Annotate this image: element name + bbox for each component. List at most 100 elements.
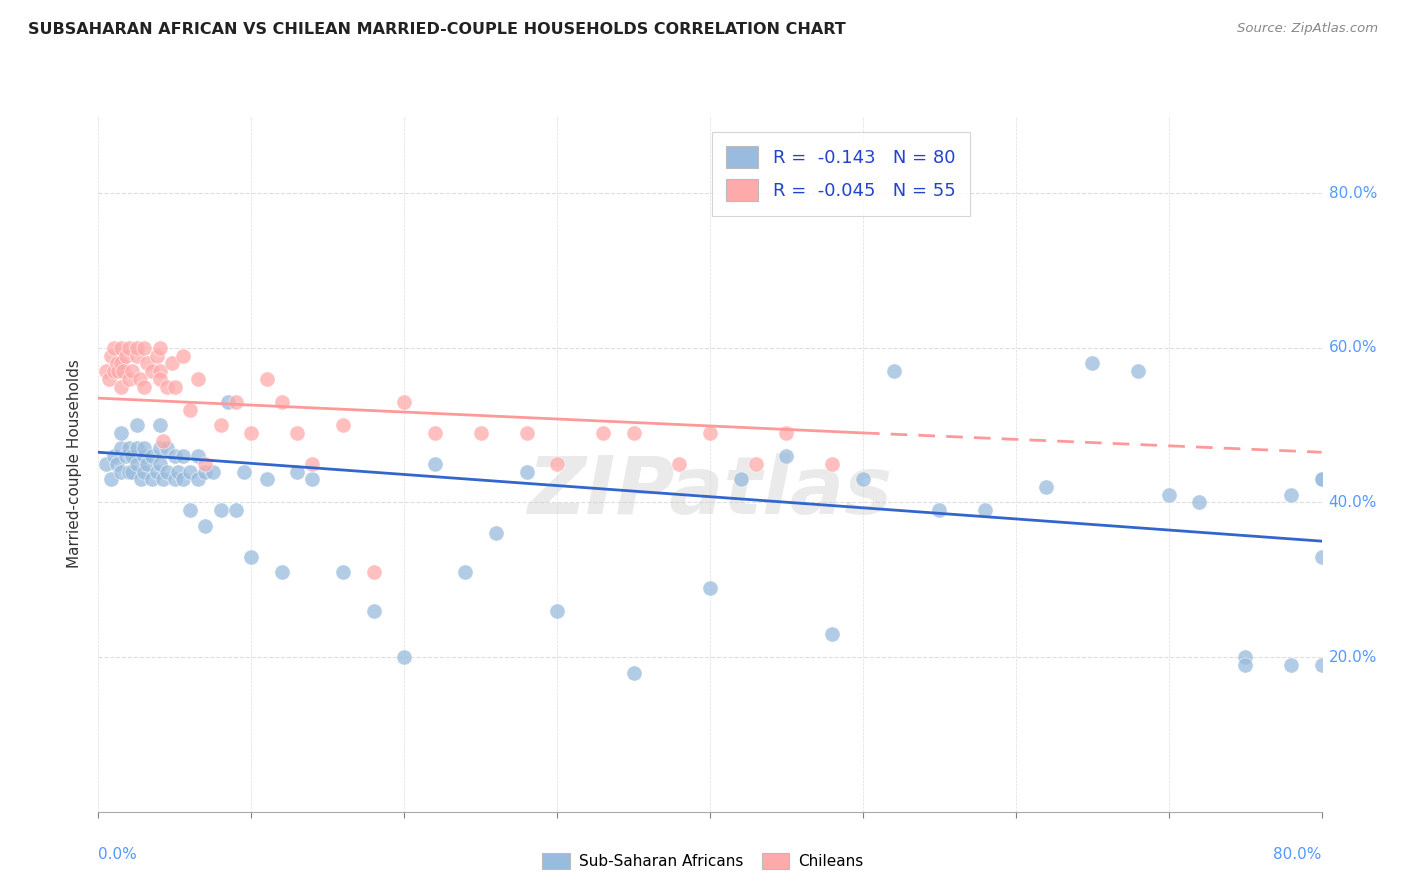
Point bbox=[187, 472, 209, 486]
Y-axis label: Married-couple Households: Married-couple Households bbox=[67, 359, 83, 568]
Point bbox=[699, 425, 721, 440]
Point bbox=[172, 449, 194, 463]
Point bbox=[1081, 356, 1104, 370]
Point bbox=[546, 604, 568, 618]
Point bbox=[115, 349, 138, 363]
Point bbox=[1310, 549, 1333, 564]
Point bbox=[94, 364, 117, 378]
Point bbox=[121, 364, 143, 378]
Point bbox=[225, 395, 247, 409]
Point bbox=[110, 379, 132, 393]
Point bbox=[699, 581, 721, 595]
Point bbox=[111, 364, 134, 378]
Text: SUBSAHARAN AFRICAN VS CHILEAN MARRIED-COUPLE HOUSEHOLDS CORRELATION CHART: SUBSAHARAN AFRICAN VS CHILEAN MARRIED-CO… bbox=[28, 22, 846, 37]
Point bbox=[129, 472, 152, 486]
Text: 80.0%: 80.0% bbox=[1274, 847, 1322, 863]
Point bbox=[928, 503, 950, 517]
Point bbox=[152, 472, 174, 486]
Point bbox=[852, 472, 875, 486]
Text: 40.0%: 40.0% bbox=[1329, 495, 1376, 510]
Point bbox=[217, 395, 239, 409]
Point bbox=[240, 425, 263, 440]
Point bbox=[1234, 657, 1257, 672]
Point bbox=[202, 465, 225, 479]
Legend: Sub-Saharan Africans, Chileans: Sub-Saharan Africans, Chileans bbox=[536, 847, 870, 875]
Point bbox=[110, 425, 132, 440]
Point bbox=[1188, 495, 1211, 509]
Legend: R =  -0.143   N = 80, R =  -0.045   N = 55: R = -0.143 N = 80, R = -0.045 N = 55 bbox=[711, 132, 970, 216]
Point bbox=[149, 372, 172, 386]
Point bbox=[134, 379, 156, 393]
Point bbox=[145, 349, 167, 363]
Point bbox=[392, 650, 416, 665]
Point bbox=[883, 364, 905, 378]
Point bbox=[209, 503, 232, 517]
Point bbox=[209, 418, 232, 433]
Point bbox=[392, 395, 416, 409]
Point bbox=[118, 465, 141, 479]
Point bbox=[516, 425, 538, 440]
Point bbox=[821, 457, 844, 471]
Point bbox=[301, 472, 323, 486]
Point bbox=[270, 565, 292, 579]
Point bbox=[332, 418, 354, 433]
Point bbox=[125, 349, 148, 363]
Point bbox=[470, 425, 492, 440]
Point bbox=[167, 465, 190, 479]
Point bbox=[141, 364, 163, 378]
Point bbox=[194, 518, 217, 533]
Point bbox=[179, 402, 201, 417]
Point bbox=[1279, 657, 1302, 672]
Point bbox=[121, 465, 143, 479]
Point bbox=[485, 526, 508, 541]
Point bbox=[156, 442, 179, 456]
Point bbox=[163, 449, 186, 463]
Point bbox=[775, 449, 797, 463]
Point bbox=[1234, 650, 1257, 665]
Point bbox=[149, 442, 172, 456]
Point bbox=[156, 379, 179, 393]
Point bbox=[145, 465, 167, 479]
Point bbox=[187, 449, 209, 463]
Point bbox=[149, 341, 172, 355]
Point bbox=[1310, 472, 1333, 486]
Point bbox=[100, 349, 122, 363]
Point bbox=[125, 341, 148, 355]
Point bbox=[103, 364, 125, 378]
Point bbox=[94, 457, 117, 471]
Point bbox=[194, 465, 217, 479]
Point bbox=[156, 465, 179, 479]
Point bbox=[160, 356, 183, 370]
Point bbox=[103, 341, 125, 355]
Point bbox=[1157, 488, 1180, 502]
Point bbox=[285, 425, 308, 440]
Point bbox=[730, 472, 752, 486]
Point bbox=[121, 449, 143, 463]
Point bbox=[134, 341, 156, 355]
Point bbox=[1128, 364, 1150, 378]
Point bbox=[107, 364, 129, 378]
Point bbox=[332, 565, 354, 579]
Point bbox=[270, 395, 292, 409]
Point bbox=[285, 465, 308, 479]
Point bbox=[134, 465, 156, 479]
Point bbox=[301, 457, 323, 471]
Text: 80.0%: 80.0% bbox=[1329, 186, 1376, 201]
Point bbox=[136, 356, 159, 370]
Point bbox=[125, 442, 148, 456]
Point bbox=[775, 425, 797, 440]
Point bbox=[745, 457, 768, 471]
Point bbox=[110, 341, 132, 355]
Point bbox=[821, 627, 844, 641]
Point bbox=[105, 457, 128, 471]
Point bbox=[256, 372, 278, 386]
Point bbox=[172, 349, 194, 363]
Point bbox=[149, 364, 172, 378]
Point bbox=[256, 472, 278, 486]
Point bbox=[179, 503, 201, 517]
Point bbox=[141, 472, 163, 486]
Point bbox=[423, 425, 446, 440]
Point bbox=[105, 356, 128, 370]
Point bbox=[187, 372, 209, 386]
Point bbox=[125, 418, 148, 433]
